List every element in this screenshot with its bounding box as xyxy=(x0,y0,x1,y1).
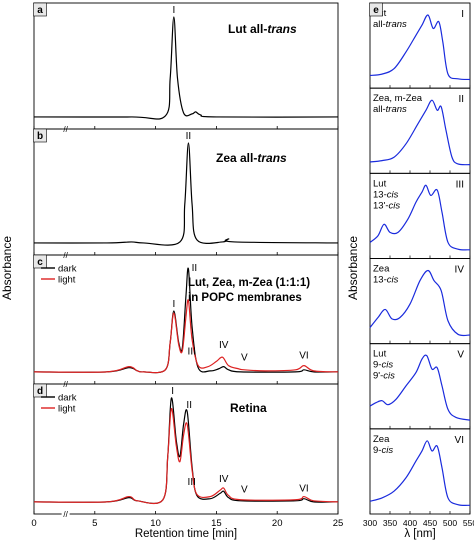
panel-a-chromatogram: a // Lut all-trans I xyxy=(33,2,339,134)
panel-title: Zea all-trans xyxy=(216,151,287,165)
panel-letter: b xyxy=(37,131,43,142)
series-line-light xyxy=(33,299,339,374)
spectrum-line-VI xyxy=(369,440,471,506)
peak-label-IV: IV xyxy=(219,340,229,351)
x-tick-label: 500 xyxy=(443,518,457,528)
spectrum-line-IV xyxy=(369,269,471,337)
x-tick-label: 20 xyxy=(272,518,283,529)
legend-label: dark xyxy=(58,393,77,404)
spectrum-label-line: all-trans xyxy=(373,19,407,30)
left-x-axis-label: Retention time [min] xyxy=(135,528,237,540)
spectrum-roman-VI: VI xyxy=(455,435,464,446)
panel-b-chromatogram: b // Zea all-trans II xyxy=(33,128,339,260)
panel-title: Retina xyxy=(230,401,267,415)
spectrum-roman-II: II xyxy=(458,94,464,105)
spectrum-line-V xyxy=(369,354,471,421)
panel-letter-box xyxy=(369,2,383,17)
right-y-axis-label: Absorbance xyxy=(346,236,360,300)
peak-label-I: I xyxy=(172,5,175,16)
spectrum-label-line: Lut xyxy=(373,178,387,189)
spectrum-roman-I: I xyxy=(461,9,464,20)
spectrum-label-line: Zea xyxy=(373,434,390,445)
peak-label-IV: IV xyxy=(219,474,229,485)
panel-c-chromatogram: c // Lut, Zea, m-Zea (1:1:1) in POPC membra… xyxy=(33,254,339,389)
spectrum-label-line: 13-cis xyxy=(373,189,399,200)
peak-label-II: II xyxy=(186,131,192,142)
panel-letter-box xyxy=(33,254,47,269)
x-tick-label: 25 xyxy=(333,518,344,529)
peak-label-III: III xyxy=(188,477,196,488)
spectrum-line-I xyxy=(369,14,471,81)
axis-break-mark: // xyxy=(63,251,68,260)
x-tick-label: 5 xyxy=(92,518,97,529)
spectrum-label-line: 9-cis xyxy=(373,360,393,371)
panel-title-line: in POPC membranes xyxy=(188,292,302,304)
peak-label-V: V xyxy=(241,353,248,364)
spectrum-label-line: Lut xyxy=(373,349,387,360)
legend-label: light xyxy=(58,275,76,286)
peak-label-II: II xyxy=(192,263,198,274)
series-line-light xyxy=(33,407,339,505)
spectrum-roman-III: III xyxy=(456,179,464,190)
x-tick-label: 550 xyxy=(463,518,474,528)
spectrum-frame xyxy=(369,428,471,515)
panel-letter: e xyxy=(373,5,379,16)
peak-label-II: II xyxy=(186,400,192,411)
spectrum-roman-V: V xyxy=(457,350,464,361)
peak-label-III: III xyxy=(188,346,196,357)
panel-title-line: Lut, Zea, m-Zea (1:1:1) xyxy=(188,277,310,289)
x-tick-label: 300 xyxy=(363,518,377,528)
spectrum-label-line: Zea, m-Zea xyxy=(373,93,423,104)
series-line-trace xyxy=(33,142,339,246)
legend-label: light xyxy=(58,404,76,415)
x-tick-label: 15 xyxy=(211,518,222,529)
peak-label-I: I xyxy=(171,386,174,397)
axis-break-mark: // xyxy=(63,510,68,519)
peak-label-VI: VI xyxy=(299,484,308,495)
spectrum-label-line: 13-cis xyxy=(373,275,399,286)
x-tick-label: 450 xyxy=(423,518,437,528)
spectrum-label-line: 13'-cis xyxy=(373,200,400,211)
peak-label-V: V xyxy=(241,485,248,496)
left-y-axis-label: Absorbance xyxy=(0,236,14,300)
spectrum-label-line: 9'-cis xyxy=(373,371,395,382)
panel-letter-box xyxy=(33,2,47,17)
x-tick-label: 10 xyxy=(150,518,161,529)
panel-title: Lut all-trans xyxy=(228,22,297,36)
axis-break-gap xyxy=(61,511,70,517)
peak-label-I: I xyxy=(172,299,175,310)
spectrum-label-line: all-trans xyxy=(373,104,407,115)
x-tick-label: 400 xyxy=(403,518,417,528)
axis-break-mark: // xyxy=(63,125,68,134)
panel-letter: a xyxy=(37,5,43,16)
panel-letter: c xyxy=(37,257,43,268)
series-line-dark xyxy=(33,397,339,505)
spectrum-label-line: Zea xyxy=(373,264,390,275)
panel-letter-box xyxy=(33,128,47,143)
panel-letter-box xyxy=(33,383,47,398)
spectrum-line-II xyxy=(369,99,471,166)
peak-label-VI: VI xyxy=(299,350,308,361)
series-line-trace xyxy=(33,16,339,120)
right-x-axis-label: λ [nm] xyxy=(404,528,435,540)
axis-break-mark: // xyxy=(63,380,68,389)
spectrum-label-line: 9-cis xyxy=(373,445,393,456)
x-tick-label: 350 xyxy=(383,518,397,528)
legend-label: dark xyxy=(58,264,77,275)
x-tick-label: 0 xyxy=(31,518,36,529)
spectrum-line-III xyxy=(369,184,471,251)
spectrum-roman-IV: IV xyxy=(455,265,465,276)
panel-letter: d xyxy=(37,386,43,397)
panel-frame xyxy=(33,383,339,515)
